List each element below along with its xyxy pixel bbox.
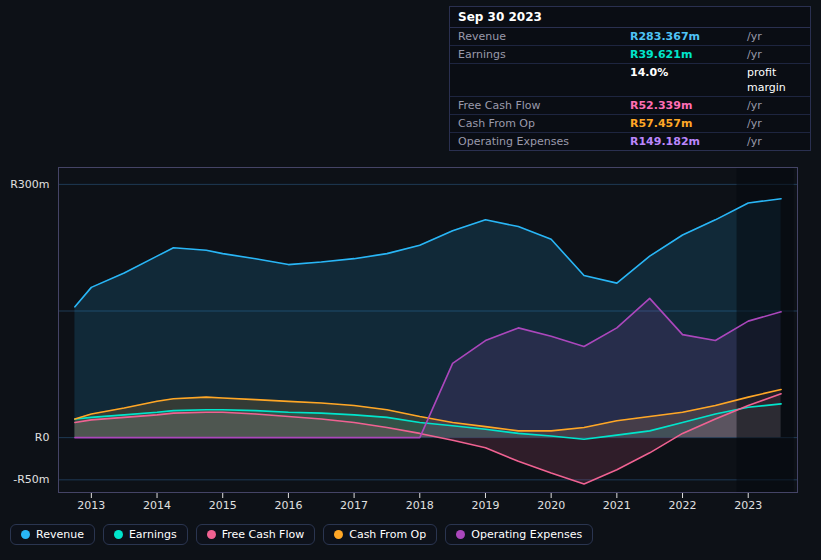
html-text:Free Cash Flow: Free Cash Flow xyxy=(221,528,305,541)
html-text:R39.621m: R39.621m xyxy=(630,48,693,61)
html-text:/yr: /yr xyxy=(747,117,762,130)
svg-text:2018: 2018 xyxy=(406,499,434,512)
svg-text:2023: 2023 xyxy=(734,499,762,512)
svg-text:2022: 2022 xyxy=(669,499,697,512)
html-text:Earnings: Earnings xyxy=(128,528,177,541)
html-text:Operating Expenses: Operating Expenses xyxy=(458,135,569,148)
html-text:R149.182m: R149.182m xyxy=(630,135,700,148)
html-text:Earnings: Earnings xyxy=(458,48,506,61)
svg-text:R300m: R300m xyxy=(10,178,49,191)
svg-text:2013: 2013 xyxy=(77,499,105,512)
svg-text:2015: 2015 xyxy=(209,499,237,512)
html-text:/yr: /yr xyxy=(747,48,762,61)
svg-text:2017: 2017 xyxy=(340,499,368,512)
html-text:R283.367m: R283.367m xyxy=(630,30,700,43)
html-text:Revenue: Revenue xyxy=(458,30,506,43)
html-text:14.0%: 14.0% xyxy=(630,66,669,79)
svg-text:2020: 2020 xyxy=(537,499,565,512)
html-text:/yr: /yr xyxy=(747,99,762,112)
html-text:profit margin: profit margin xyxy=(747,66,786,94)
html-text:R57.457m: R57.457m xyxy=(630,117,693,130)
html-text:R52.339m: R52.339m xyxy=(630,99,693,112)
html-text:Sep 30 2023: Sep 30 2023 xyxy=(458,10,542,24)
html-text:/yr: /yr xyxy=(747,30,762,43)
html-text:Cash From Op: Cash From Op xyxy=(458,117,535,130)
html-text:Operating Expenses: Operating Expenses xyxy=(471,528,583,541)
svg-text:2014: 2014 xyxy=(143,499,171,512)
html-text:/yr: /yr xyxy=(747,135,762,148)
svg-text:R0: R0 xyxy=(35,431,50,444)
svg-text:2021: 2021 xyxy=(603,499,631,512)
html-text:Free Cash Flow: Free Cash Flow xyxy=(458,99,541,112)
svg-text:2016: 2016 xyxy=(274,499,302,512)
svg-text:2019: 2019 xyxy=(471,499,499,512)
html-text:Cash From Op: Cash From Op xyxy=(349,528,427,541)
html-text:Revenue: Revenue xyxy=(36,528,84,541)
svg-text:-R50m: -R50m xyxy=(13,473,49,486)
